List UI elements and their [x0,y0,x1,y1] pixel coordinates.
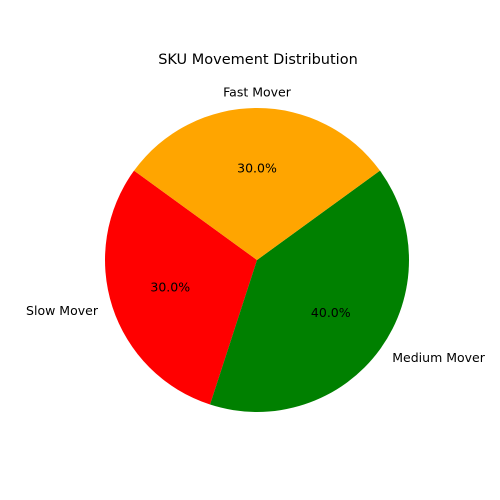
pie-labels: Slow Mover 30.0% Medium Mover 40.0% Fast Mov… [26,84,486,364]
slice-percent-medium-mover: 40.0% [311,305,351,320]
pie-slice-slow-mover [105,170,257,405]
pie-slice-medium-mover [210,170,409,412]
slice-percent-fast-mover: 30.0% [237,160,277,175]
pie-slices [105,108,409,412]
slice-label-fast-mover: Fast Mover [223,84,292,99]
chart-title: SKU Movement Distribution [158,52,358,68]
slice-percent-slow-mover: 30.0% [150,280,190,295]
slice-label-slow-mover: Slow Mover [26,303,99,318]
slice-label-medium-mover: Medium Mover [392,350,485,365]
pie-slice-fast-mover [134,108,380,260]
